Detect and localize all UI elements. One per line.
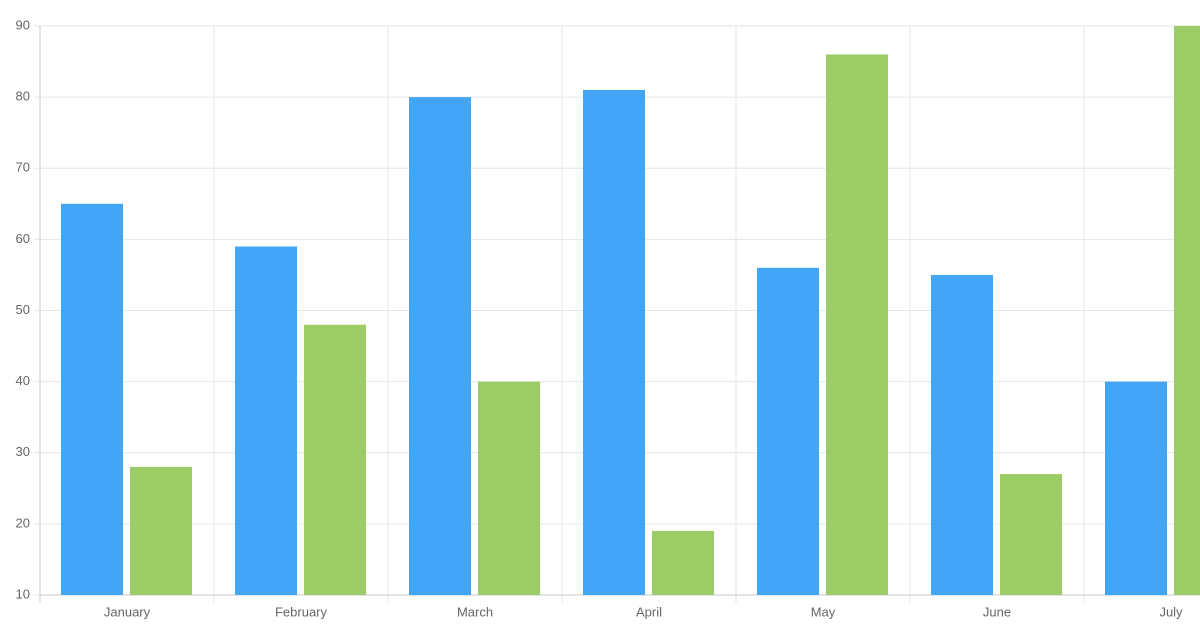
bar (652, 530, 714, 595)
y-tick-label: 10 (16, 586, 30, 601)
y-tick-label: 50 (16, 302, 30, 317)
x-tick-label: June (983, 604, 1011, 619)
y-tick-label: 40 (16, 373, 30, 388)
bar (757, 267, 819, 595)
bar (235, 246, 297, 596)
bar (931, 274, 993, 595)
x-tick-label: April (636, 604, 662, 619)
x-tick-label: July (1159, 604, 1183, 619)
bar (409, 97, 471, 595)
bar (130, 466, 192, 595)
x-tick-label: February (275, 604, 328, 619)
y-tick-label: 60 (16, 231, 30, 246)
x-tick-label: May (811, 604, 836, 619)
bar (826, 54, 888, 595)
bar (583, 90, 645, 595)
y-tick-label: 90 (16, 17, 30, 32)
bar (478, 381, 540, 595)
bar (304, 324, 366, 595)
y-tick-label: 20 (16, 515, 30, 530)
bar (1174, 26, 1200, 595)
y-tick-label: 70 (16, 160, 30, 175)
y-tick-label: 30 (16, 444, 30, 459)
bar (61, 203, 123, 595)
x-tick-label: March (457, 604, 493, 619)
x-tick-label: January (104, 604, 151, 619)
bar (1105, 381, 1167, 595)
bar (1000, 474, 1062, 595)
y-tick-label: 80 (16, 89, 30, 104)
